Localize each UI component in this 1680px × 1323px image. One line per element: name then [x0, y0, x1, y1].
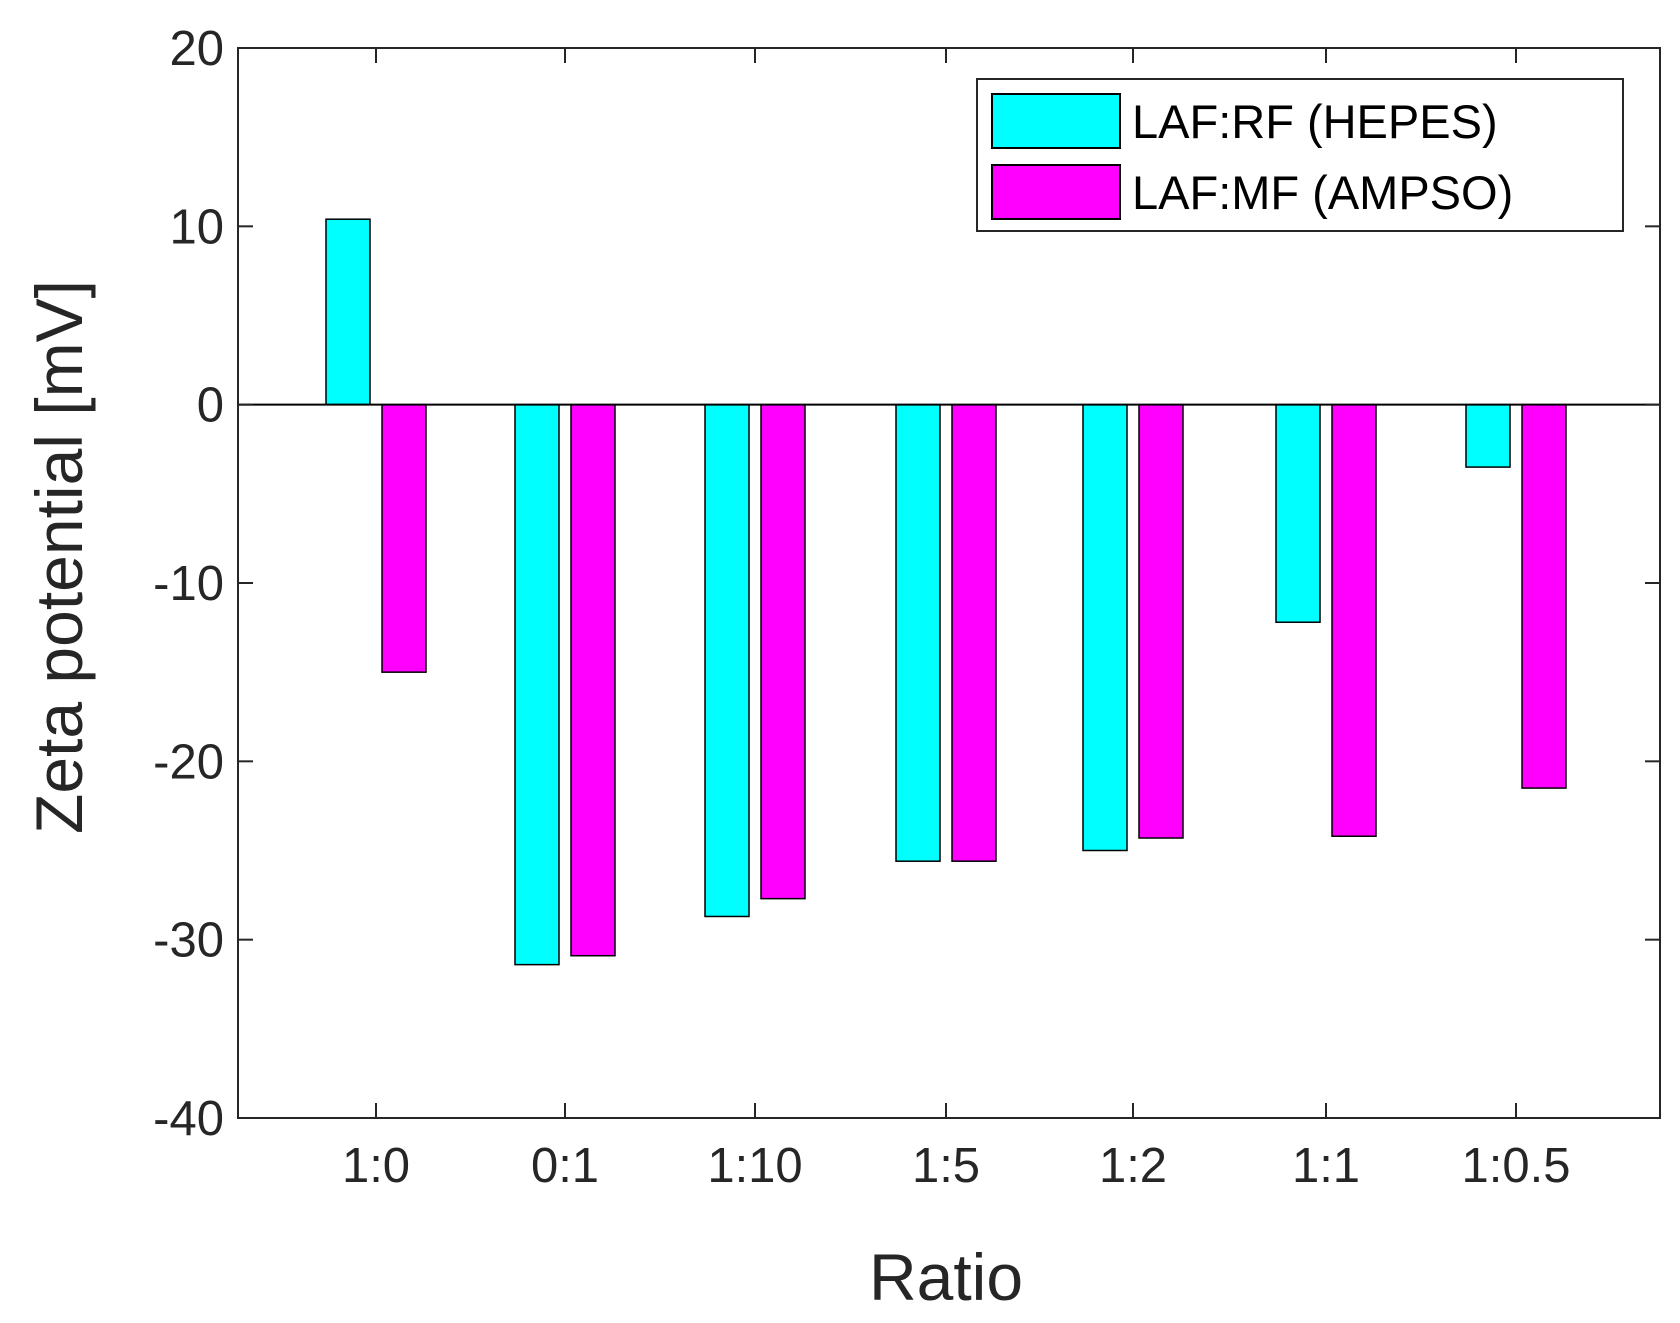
bar-series-2	[1331, 403, 1377, 837]
x-tick-label: 1:5	[912, 1139, 980, 1193]
bar-series-1	[514, 403, 560, 966]
y-tick-label: -20	[153, 735, 224, 789]
y-tick-label: 10	[169, 200, 224, 254]
x-tick-label: 1:10	[707, 1139, 802, 1193]
x-tick-label: 1:0.5	[1462, 1139, 1571, 1193]
bar-series-1	[895, 403, 941, 862]
bar-series-2	[951, 403, 997, 862]
y-axis-title: Zeta potential [mV]	[22, 280, 96, 834]
y-tick-label: -10	[153, 557, 224, 611]
legend-swatch-series-1	[991, 93, 1121, 149]
x-axis-title: Ratio	[869, 1240, 1023, 1314]
y-tick-label: -40	[153, 1092, 224, 1146]
legend: LAF:RF (HEPES) LAF:MF (AMPSO)	[976, 78, 1624, 232]
y-tick-label: 20	[169, 22, 224, 76]
bar-series-1	[704, 403, 750, 918]
bar-series-2	[570, 403, 616, 957]
x-tick-label: 1:0	[342, 1139, 410, 1193]
x-tick-label: 1:2	[1099, 1139, 1167, 1193]
legend-label-series-1: LAF:RF (HEPES)	[1132, 95, 1498, 148]
y-tick-label: -30	[153, 914, 224, 968]
bar-series-2	[1521, 403, 1567, 789]
y-tick-label: 0	[197, 379, 224, 433]
bars-layer	[325, 218, 1567, 966]
legend-label-series-2: LAF:MF (AMPSO)	[1132, 166, 1513, 219]
bar-series-2	[1138, 403, 1184, 839]
bar-series-2	[381, 403, 427, 673]
bar-series-1	[1465, 403, 1511, 468]
bar-series-1	[325, 218, 371, 406]
x-axis: 1:0 0:1 1:10 1:5 1:2 1:1 1:0.5	[342, 48, 1571, 1193]
bar-series-1	[1275, 403, 1321, 623]
legend-swatch-series-2	[991, 164, 1121, 220]
x-tick-label: 1:1	[1292, 1139, 1360, 1193]
bar-series-1	[1082, 403, 1128, 852]
y-axis: 20 10 0 -10 -20 -30 -40	[153, 22, 1660, 1146]
bar-series-2	[760, 403, 806, 900]
x-tick-label: 0:1	[531, 1139, 599, 1193]
